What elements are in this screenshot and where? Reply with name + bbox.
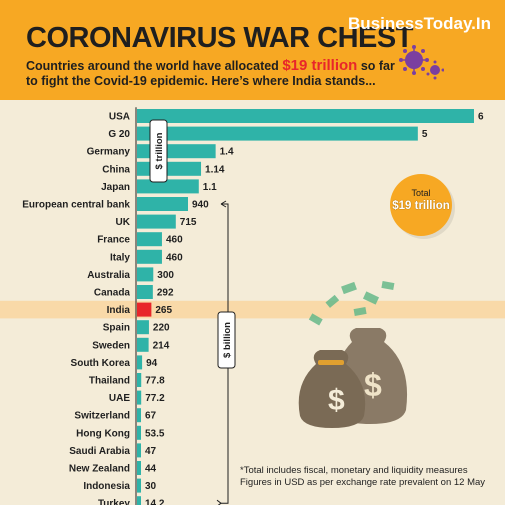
bar-canada [137, 285, 153, 299]
value-label-spain: 220 [153, 323, 170, 334]
value-label-turkey: 14.2 [145, 499, 165, 505]
bar-france [137, 232, 162, 247]
value-label-european-central-bank: 940 [192, 200, 209, 211]
bar-usa [137, 109, 474, 123]
value-label-france: 460 [166, 235, 183, 246]
bar-turkey [137, 496, 141, 505]
category-label-australia: Australia [87, 270, 130, 281]
category-label-usa: USA [109, 112, 130, 123]
subtitle: Countries around the world have allocate… [26, 58, 406, 89]
value-label-saudi-arabia: 47 [145, 446, 157, 457]
value-label-uae: 77.2 [145, 393, 165, 404]
bar-switzerland [137, 408, 141, 423]
brand-logo[interactable]: BusinessToday.In [348, 14, 491, 33]
value-label-hong-kong: 53.5 [145, 428, 165, 439]
category-label-south-korea: South Korea [71, 358, 131, 369]
value-label-india: 265 [155, 305, 172, 316]
svg-text:$: $ [364, 367, 382, 403]
bar-australia [137, 267, 154, 282]
bar-uk [137, 214, 176, 229]
category-label-canada: Canada [94, 288, 131, 299]
category-label-italy: Italy [110, 252, 130, 263]
value-label-china: 1.14 [205, 164, 225, 175]
value-label-switzerland: 67 [145, 411, 157, 422]
footnote-line-2: Figures in USD as per exchange rate prev… [240, 477, 486, 488]
svg-text:$: $ [328, 384, 345, 417]
unit-label-billion: $ billion [222, 322, 233, 358]
value-label-italy: 460 [166, 252, 183, 263]
value-label-canada: 292 [157, 288, 174, 299]
subtitle-highlight: $19 trillion [282, 57, 358, 74]
category-label-turkey: Turkey [98, 499, 130, 505]
value-label-uk: 715 [180, 217, 197, 228]
value-label-thailand: 77.8 [145, 376, 165, 387]
category-label-european-central-bank: European central bank [22, 200, 130, 211]
category-label-saudi-arabia: Saudi Arabia [69, 446, 130, 457]
category-label-sweden: Sweden [92, 340, 130, 351]
bar-sweden [137, 337, 149, 352]
bar-india [137, 302, 152, 317]
category-label-spain: Spain [103, 323, 130, 334]
bar-european-central-bank [137, 197, 188, 211]
highlight-row-india [0, 300, 505, 319]
bar-china [137, 161, 202, 176]
value-label-south-korea: 94 [146, 358, 158, 369]
bar-saudi-arabia [137, 443, 141, 458]
unit-label-trillion: $ trillion [154, 132, 165, 169]
bar-indonesia [137, 478, 141, 493]
value-label-usa: 6 [478, 112, 484, 123]
header-banner: CORONAVIRUS WAR CHEST BusinessToday.In C… [0, 0, 505, 100]
bar-spain [137, 320, 149, 335]
value-label-australia: 300 [157, 270, 174, 281]
footnote: *Total includes fiscal, monetary and liq… [240, 465, 502, 489]
subtitle-text-after: so far to fight the Covid-19 epidemic. H… [26, 59, 395, 88]
money-bags-icon: $ $ [298, 281, 408, 428]
total-badge: Total $19 trillion [390, 174, 452, 236]
category-label-japan: Japan [101, 182, 130, 193]
page-title: CORONAVIRUS WAR CHEST [26, 22, 413, 54]
billion-bracket-arrow [216, 499, 222, 505]
total-label: Total [411, 188, 431, 198]
trillion-unit-box [149, 119, 168, 183]
value-label-japan: 1.1 [203, 182, 217, 193]
value-label-new-zealand: 44 [145, 464, 157, 475]
category-label-g-20: G 20 [108, 129, 130, 140]
category-label-hong-kong: Hong Kong [76, 428, 130, 439]
category-label-uk: UK [116, 217, 131, 228]
value-label-sweden: 214 [153, 340, 170, 351]
bar-south-korea [137, 355, 143, 370]
category-label-india: India [107, 305, 131, 316]
category-label-switzerland: Switzerland [74, 411, 130, 422]
category-label-france: France [97, 235, 130, 246]
bar-thailand [137, 373, 142, 387]
bar-japan [137, 179, 199, 194]
category-label-new-zealand: New Zealand [69, 464, 130, 475]
bar-uae [137, 390, 142, 405]
category-label-uae: UAE [109, 393, 130, 404]
footnote-line-1: *Total includes fiscal, monetary and liq… [240, 465, 468, 476]
billion-unit-box [217, 311, 236, 369]
value-label-g-20: 5 [422, 129, 428, 140]
bar-italy [137, 249, 162, 264]
bar-germany [137, 144, 216, 159]
total-value: $19 trillion [392, 200, 450, 212]
category-label-thailand: Thailand [89, 376, 130, 387]
bar-new-zealand [137, 461, 141, 475]
bar-g-20 [137, 126, 418, 141]
subtitle-text-before: Countries around the world have allocate… [26, 59, 279, 73]
virus-icon [399, 45, 444, 80]
category-label-indonesia: Indonesia [83, 481, 130, 492]
value-label-indonesia: 30 [145, 481, 157, 492]
category-label-germany: Germany [87, 147, 131, 158]
category-label-china: China [102, 164, 130, 175]
value-label-germany: 1.4 [220, 147, 234, 158]
bar-hong-kong [137, 425, 141, 440]
